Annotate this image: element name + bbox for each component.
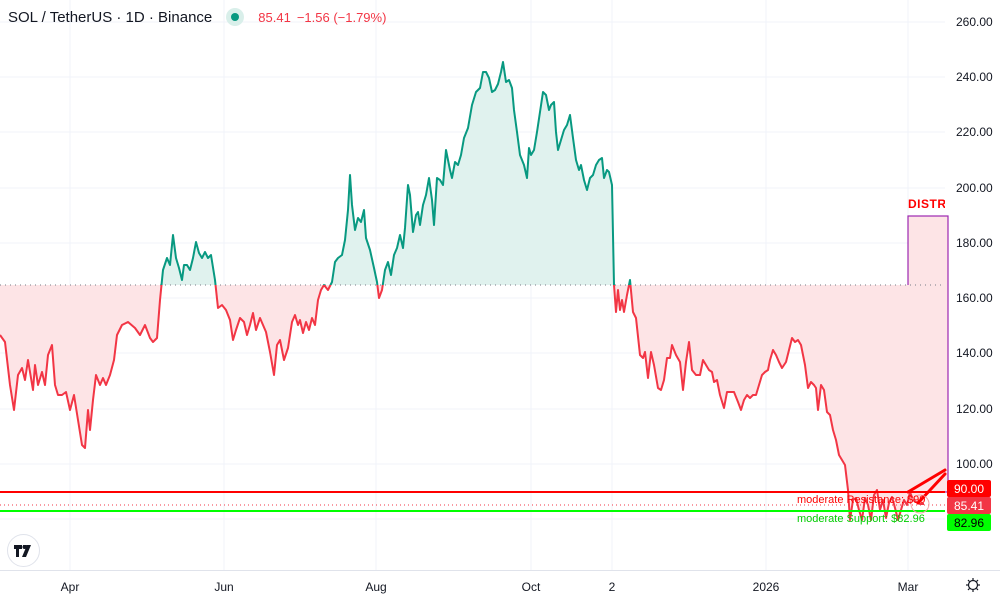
x-tick: 2026 [752,580,780,594]
trend-arrow-drawing [906,468,947,505]
distribution-zone-label: DISTR [908,197,945,211]
last-price-marker [910,494,930,514]
x-tick: 2 [608,580,616,594]
symbol-title[interactable]: SOL / TetherUS · 1D · Binance [8,8,213,26]
resistance-price-tag: 90.00 [947,480,991,497]
x-tick: Jun [214,580,234,594]
y-tick: 180.00 [956,236,993,250]
y-tick: 120.00 [956,402,993,416]
chart-header: SOL / TetherUS · 1D · Binance 85.41 −1.5… [8,6,386,28]
x-tick: Apr [60,580,80,594]
y-tick: 220.00 [956,125,993,139]
market-status-icon[interactable] [226,8,245,26]
price-axis[interactable]: 260.00 240.00 220.00 200.00 180.00 160.0… [945,0,1000,570]
y-tick: 260.00 [956,15,993,29]
settings-gear-icon[interactable] [962,574,984,596]
time-axis[interactable]: Apr Jun Aug Oct 2 2026 Mar [0,570,945,600]
y-tick: 140.00 [956,346,993,360]
x-tick: Aug [365,580,387,594]
x-tick: Oct [521,580,541,594]
last-price-tag: 85.41 [947,497,991,514]
support-price-tag: 82.96 [947,514,991,531]
y-tick: 200.00 [956,181,993,195]
y-tick: 100.00 [956,457,993,471]
last-price: 85.41 [258,9,291,25]
support-label: moderate Support: $82.96 [797,513,925,525]
y-tick: 240.00 [956,70,993,84]
tradingview-logo-icon[interactable] [7,534,40,567]
price-change: −1.56 (−1.79%) [296,9,387,25]
y-tick: 160.00 [956,291,993,305]
resistance-label: moderate Resistance: $90 [797,494,926,506]
x-tick: Mar [897,580,919,594]
axis-corner [945,570,1000,600]
